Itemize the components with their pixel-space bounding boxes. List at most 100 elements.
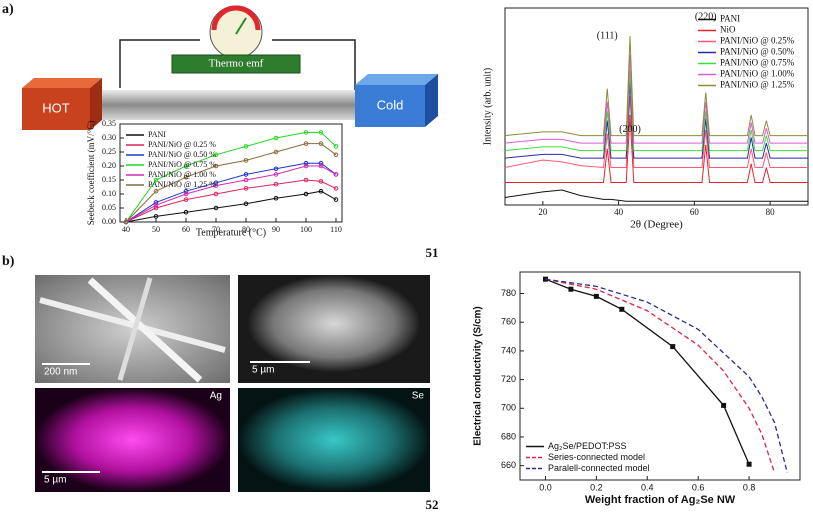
- element-label: Ag: [210, 391, 222, 402]
- marker: [183, 191, 189, 197]
- marker: [243, 144, 249, 149]
- marker: [303, 141, 309, 146]
- x-tick-label: 0.0: [539, 482, 552, 492]
- marker: [243, 201, 249, 207]
- x-tick-label: 70: [212, 225, 220, 234]
- marker: [333, 186, 339, 191]
- legend-label: PANI: [148, 130, 166, 139]
- marker: [153, 177, 159, 183]
- marker: [318, 179, 324, 184]
- marker: [333, 144, 339, 149]
- marker: [243, 172, 249, 177]
- marker: [183, 163, 189, 169]
- x-tick-label: 40: [122, 225, 130, 234]
- series-line: [505, 114, 808, 183]
- x-tick-label: 0.8: [743, 482, 756, 492]
- chart: 0.0 0.2 0.4 0.6 0.8 660 680 700 720 740 760 780 Weig…: [473, 271, 801, 506]
- legend-label: PANI/NiO @ 0.25 %: [148, 140, 216, 149]
- marker: [303, 160, 309, 166]
- y-axis-label: Seebeck coefficient (mV/°C): [86, 121, 96, 225]
- x-tick-label: 40: [614, 207, 624, 217]
- marker: [213, 163, 219, 169]
- x-tick-label: 0.6: [692, 482, 705, 492]
- marker: [153, 205, 159, 211]
- series-line: [125, 162, 337, 223]
- y-tick-label: 0.10: [102, 189, 116, 198]
- y-tick-label: 0.15: [102, 175, 116, 184]
- series-line: [125, 143, 337, 223]
- marker: [333, 152, 339, 158]
- x-tick-label: 80: [766, 207, 776, 217]
- marker: [303, 130, 309, 135]
- marker: [183, 188, 189, 194]
- series-line: [504, 81, 808, 159]
- marker: [593, 293, 599, 299]
- legend-label: PANI/NiO @ 1.00%: [720, 69, 795, 79]
- marker: [213, 205, 219, 211]
- marker: [303, 191, 309, 197]
- y-tick-label: 0.35: [102, 119, 116, 128]
- y-tick-label: 0.20: [102, 161, 116, 170]
- scale-label: 5 µm: [252, 365, 274, 376]
- y-tick-label: 760: [501, 317, 516, 327]
- legend-label: PANI/NiO @ 0.75%: [720, 58, 795, 68]
- marker: [670, 344, 676, 350]
- panel-label: a): [2, 2, 14, 17]
- x-tick-label: 80: [242, 225, 250, 234]
- marker: [273, 172, 279, 177]
- series-line: [504, 69, 808, 152]
- y-tick-label: 0.25: [102, 147, 116, 156]
- x-tick-label: 20: [538, 207, 548, 217]
- annotation: (220): [695, 12, 717, 23]
- x-tick-label: 60: [690, 207, 700, 217]
- marker: [273, 166, 279, 172]
- x-tick-label: 110: [330, 225, 342, 234]
- legend-label: Ag₂Se/PEDOT:PSS: [548, 441, 627, 451]
- marker: [318, 130, 324, 135]
- x-tick-label: 100: [300, 225, 312, 234]
- x-tick-label: 0.4: [641, 482, 654, 492]
- y-tick-label: 0.00: [102, 217, 116, 226]
- panel-label: b): [2, 254, 15, 269]
- plot-area: [519, 271, 801, 481]
- y-tick-label: 700: [501, 403, 516, 413]
- marker: [213, 191, 219, 197]
- legend-label: Series-connected model: [548, 452, 645, 462]
- marker: [153, 200, 159, 205]
- legend-label: PANI: [720, 14, 740, 24]
- marker: [333, 172, 339, 177]
- marker: [568, 286, 574, 292]
- marker: [318, 163, 324, 169]
- marker: [318, 141, 324, 146]
- legend-label: PANI/NiO @ 0.50%: [720, 47, 795, 57]
- marker: [183, 174, 189, 180]
- y-axis-label: Intensity (arb. unit): [482, 68, 493, 145]
- legend-label: PANI/NiO @ 0.50 %: [148, 150, 216, 159]
- marker: [318, 160, 324, 166]
- x-tick-label: 0.2: [590, 482, 603, 492]
- y-tick-label: 680: [501, 431, 516, 441]
- y-tick-label: 740: [501, 345, 516, 355]
- legend-label: PANI/NiO @ 1.00 %: [148, 170, 216, 179]
- hot-label: HOT: [42, 100, 70, 115]
- y-tick-label: 660: [501, 460, 516, 470]
- legend-label: PANI/NiO @ 1.25 %: [148, 180, 216, 189]
- marker: [273, 181, 279, 187]
- x-tick-label: 90: [272, 225, 280, 234]
- marker: [333, 197, 339, 202]
- x-tick-label: 60: [182, 225, 190, 234]
- y-tick-label: 780: [501, 288, 516, 298]
- x-axis-label: Temperature (°C): [196, 227, 266, 238]
- series-line: [545, 278, 788, 473]
- x-axis-label: Weight fraction of Ag₂Se NW: [585, 494, 736, 506]
- series-line: [125, 131, 337, 223]
- series-line: [504, 54, 808, 144]
- marker: [619, 306, 625, 312]
- marker: [153, 188, 159, 194]
- legend-label: Paralell-connected model: [548, 463, 650, 473]
- chart: 20 40 60 80 2θ (Degree) Intensity (arb. unit)…: [482, 7, 809, 231]
- marker: [213, 183, 219, 188]
- marker: [213, 180, 219, 186]
- marker: [243, 177, 249, 183]
